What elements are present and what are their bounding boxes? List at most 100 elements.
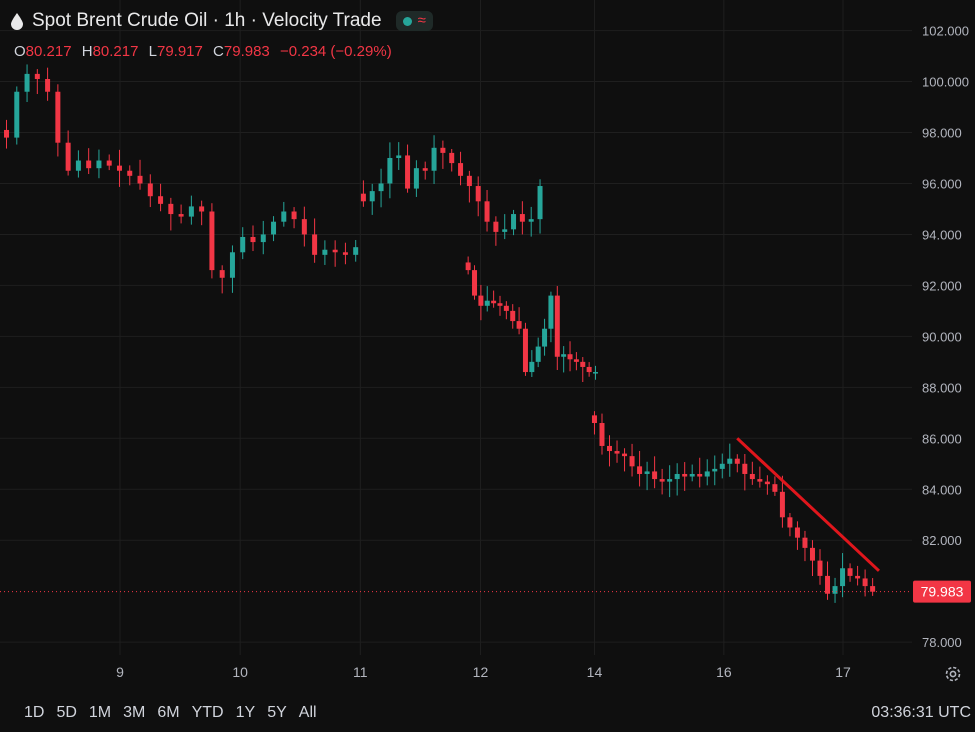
- candle-body: [749, 473, 755, 480]
- x-tick-label: 16: [716, 664, 732, 680]
- candle-body: [832, 586, 838, 594]
- range-all-button[interactable]: All: [298, 704, 317, 721]
- close-value: 79.983: [223, 43, 270, 60]
- x-tick-label: 11: [353, 664, 368, 680]
- candle-body: [537, 186, 543, 220]
- range-5y-button[interactable]: 5Y: [267, 704, 287, 721]
- candle-body: [779, 491, 785, 518]
- chart-header: Spot Brent Crude Oil · 1h · Velocity Tra…: [10, 10, 433, 32]
- candle-body: [45, 78, 51, 92]
- candle-body: [422, 168, 428, 171]
- candle-body: [870, 586, 876, 592]
- gear-icon[interactable]: [943, 664, 963, 684]
- candle-body: [529, 361, 535, 373]
- candle-body: [497, 303, 503, 306]
- close-label: C: [213, 43, 224, 60]
- candle-body: [809, 547, 815, 561]
- chart-grid: [0, 0, 912, 655]
- candle-body: [127, 170, 133, 176]
- status-pill[interactable]: ≈: [395, 11, 433, 31]
- candle-body: [466, 175, 472, 187]
- candle-body: [689, 473, 695, 477]
- candle-body: [353, 247, 359, 255]
- candle-body: [86, 160, 92, 169]
- y-tick-label: 94.000: [922, 227, 962, 242]
- candle-body: [312, 234, 318, 255]
- last-price-label: 79.983: [913, 580, 971, 603]
- candle-body: [322, 249, 328, 255]
- candle-body: [528, 219, 534, 222]
- candle-body: [516, 321, 522, 329]
- candle-body: [137, 175, 143, 184]
- candle-body: [449, 152, 455, 164]
- candle-body: [637, 466, 643, 474]
- candle-body: [659, 479, 665, 482]
- candle-body: [561, 354, 567, 357]
- candle-body: [674, 473, 680, 480]
- range-6m-button[interactable]: 6M: [157, 704, 180, 721]
- candle-body: [240, 236, 246, 253]
- candle-body: [378, 183, 384, 192]
- last-price-value: 79.983: [921, 584, 964, 600]
- candle-body: [629, 456, 635, 467]
- y-tick-label: 102.000: [922, 24, 969, 39]
- candle-body: [511, 214, 517, 230]
- range-1d-button[interactable]: 1D: [24, 704, 45, 721]
- candle-body: [825, 575, 831, 594]
- candle-body: [847, 568, 853, 576]
- candle-body: [862, 578, 868, 587]
- candle-body: [772, 484, 778, 492]
- candle-body: [413, 168, 419, 189]
- range-5d-button[interactable]: 5D: [56, 704, 77, 721]
- candle-body: [493, 221, 499, 232]
- candle-body: [794, 527, 800, 538]
- candle-body: [209, 211, 215, 271]
- candle-body: [503, 305, 509, 311]
- candle-body: [644, 471, 650, 474]
- x-tick-label: 12: [473, 664, 489, 680]
- range-3m-button[interactable]: 3M: [123, 704, 146, 721]
- y-tick-label: 84.000: [922, 482, 962, 497]
- candle-body: [697, 473, 703, 477]
- candle-body: [34, 73, 40, 79]
- candle-body: [219, 270, 225, 278]
- candle-body: [607, 445, 613, 452]
- range-ytd-button[interactable]: YTD: [191, 704, 224, 721]
- candle-body: [580, 361, 586, 367]
- chart-title: Spot Brent Crude Oil · 1h · Velocity Tra…: [32, 10, 382, 31]
- candle-body: [554, 295, 560, 357]
- candle-body: [250, 236, 256, 243]
- y-tick-label: 98.000: [922, 126, 962, 141]
- price-chart[interactable]: 102.000 100.000 98.000 96.000 94.000 92.000 90…: [0, 0, 975, 694]
- y-tick-label: 100.000: [922, 75, 969, 90]
- x-tick-label: 10: [232, 664, 248, 680]
- candle-body: [622, 453, 628, 457]
- candle-body: [106, 160, 112, 166]
- candle-body: [116, 165, 122, 171]
- candle-body: [168, 203, 174, 215]
- drop-icon: [11, 13, 23, 30]
- wave-icon: ≈: [417, 12, 426, 29]
- high-label: H: [81, 43, 93, 60]
- bottom-toolbar: 1D 5D 1M 3M 6M YTD 1Y 5Y All 03:36:31 UT…: [0, 694, 975, 732]
- candle-body: [548, 295, 554, 329]
- candle-body: [271, 221, 277, 235]
- y-tick-label: 96.000: [922, 176, 962, 191]
- candle-body: [465, 262, 471, 271]
- range-1y-button[interactable]: 1Y: [235, 704, 256, 721]
- candle-body: [475, 186, 481, 202]
- candle-body: [478, 295, 484, 306]
- candle-body: [652, 471, 658, 480]
- low-value: 79.917: [156, 43, 203, 60]
- ohlc-readout: O80.217 H80.217 L79.917 C79.983 −0.234 (…: [14, 43, 398, 60]
- candle-body: [484, 300, 490, 306]
- candle-body: [567, 354, 573, 360]
- candle-body: [491, 300, 497, 304]
- clock-readout[interactable]: 03:36:31 UTC: [871, 704, 971, 721]
- candle-body: [573, 359, 579, 362]
- candle-body: [440, 147, 446, 153]
- candle-body: [281, 211, 287, 222]
- candle-body: [396, 155, 402, 158]
- range-1m-button[interactable]: 1M: [88, 704, 112, 721]
- y-tick-label: 78.000: [922, 635, 962, 650]
